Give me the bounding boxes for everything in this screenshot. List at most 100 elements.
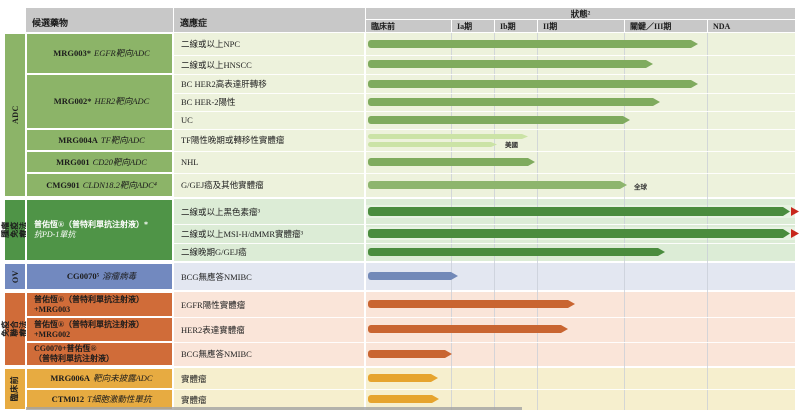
gridline-pivotal bbox=[624, 33, 625, 410]
io-indication-band bbox=[174, 199, 364, 261]
drug-code: 普佑恆®（普特利單抗注射液） bbox=[34, 319, 144, 329]
drug-code: MRG004A bbox=[58, 134, 98, 145]
category-immune-combination: 免疫聯合療法 bbox=[1, 292, 29, 366]
gridline-ia bbox=[451, 33, 452, 410]
drug-desc: EGFR靶向ADC bbox=[94, 48, 150, 59]
adc-indication-band bbox=[174, 33, 364, 197]
drug-pucotenlimab-mrg002: 普佑恆®（普特利單抗注射液） +MRG002 bbox=[26, 317, 173, 342]
drug-code: CG0070⁵ bbox=[66, 271, 100, 282]
drug-desc: （普特利單抗注射液） bbox=[34, 354, 114, 363]
indication-row: BCG無應答NMIBC bbox=[174, 342, 364, 366]
progress-bar-uc bbox=[368, 116, 630, 124]
header-status-label: 狀態² bbox=[570, 8, 591, 19]
indication-row: NHL bbox=[174, 151, 364, 173]
progress-bar-ctm012-solid bbox=[368, 395, 439, 403]
category-label: ADC bbox=[10, 105, 20, 125]
row-separator bbox=[174, 151, 795, 152]
row-separator bbox=[174, 173, 795, 174]
indication-label: 二線或以上HNSCC bbox=[181, 59, 252, 70]
indication-row: 二線或以上黑色素瘤³ bbox=[174, 199, 364, 224]
row-separator bbox=[174, 74, 795, 75]
row-separator bbox=[174, 129, 795, 130]
header-indications-label: 適應症 bbox=[180, 18, 208, 28]
nda-arrow-icon bbox=[791, 229, 799, 238]
drug-desc: 抗PD-1單抗 bbox=[34, 230, 76, 239]
category-label: 免疫聯合療法 bbox=[1, 321, 29, 337]
region-note-global: 全球 bbox=[634, 184, 647, 191]
phase-label: 臨床前 bbox=[371, 21, 395, 31]
indication-label: BC HER-2陽性 bbox=[181, 97, 236, 107]
gridline-nda bbox=[707, 33, 708, 410]
drug-desc: HER2靶向ADC bbox=[94, 96, 150, 107]
progress-bar-hnscc bbox=[368, 60, 653, 68]
progress-bar-nhl bbox=[368, 158, 535, 166]
combo-indication-band bbox=[174, 292, 364, 366]
drug-code: MRG001 bbox=[56, 156, 90, 167]
indication-label: UC bbox=[181, 115, 193, 125]
row-separator bbox=[174, 224, 795, 225]
drug-desc: 溶瘤病毒 bbox=[102, 271, 137, 282]
indication-row: UC bbox=[174, 111, 364, 129]
drug-cg0070: CG0070⁵ 溶瘤病毒 bbox=[26, 263, 173, 290]
phase-col-pivotal-iii: 關鍵／III期 bbox=[625, 20, 707, 32]
cropped-footnote-line bbox=[26, 407, 522, 410]
indication-label: TF陽性晚期或轉移性實體瘤 bbox=[181, 135, 285, 145]
progress-bar-tf-1 bbox=[368, 134, 528, 139]
indication-label: EGFR陽性實體瘤 bbox=[181, 299, 246, 310]
indication-label: 二線晚期G/GEJ癌 bbox=[181, 247, 247, 257]
progress-bar-bc-her2-positive bbox=[368, 98, 660, 106]
drug-code: MRG003* bbox=[53, 48, 92, 59]
indication-row: BC HER-2陽性 bbox=[174, 93, 364, 111]
drug-desc: +MRG003 bbox=[34, 304, 71, 314]
progress-bar-her2-solid bbox=[368, 325, 568, 333]
progress-bar-melanoma bbox=[368, 207, 790, 216]
progress-bar-ggej-other bbox=[368, 181, 627, 189]
progress-bar-msi-h-dmmr bbox=[368, 229, 790, 238]
category-label: 臨床前 bbox=[10, 376, 20, 402]
category-adc: ADC bbox=[4, 33, 26, 197]
row-separator bbox=[174, 243, 795, 244]
indication-row: BC HER2高表達肝轉移 bbox=[174, 74, 364, 93]
category-label: 腫瘤免疫療法 bbox=[1, 222, 29, 238]
category-tumor-immunotherapy: 腫瘤免疫療法 bbox=[1, 199, 29, 261]
phase-col-preclinical: 臨床前 bbox=[366, 20, 451, 32]
drug-pucotenlimab-mrg003: 普佑恆®（普特利單抗注射液） +MRG003 bbox=[26, 292, 173, 317]
progress-bar-ov-nmibc bbox=[368, 272, 458, 280]
phase-col-ii: II期 bbox=[538, 20, 624, 32]
row-separator bbox=[174, 111, 795, 112]
phase-label: II期 bbox=[543, 21, 558, 31]
indication-label: BCG無應答NMIBC bbox=[181, 271, 252, 282]
row-separator bbox=[174, 93, 795, 94]
drug-desc: TF靶向ADC bbox=[100, 134, 145, 145]
indication-row: 實體瘤 bbox=[174, 389, 364, 410]
drug-desc: CD20靶向ADC bbox=[92, 156, 147, 167]
drug-code: 普佑恆®（普特利單抗注射液） bbox=[34, 294, 144, 304]
header-candidates-label: 候選藥物 bbox=[32, 18, 69, 28]
phase-label: NDA bbox=[713, 21, 731, 31]
header-candidates: 候選藥物 bbox=[26, 8, 173, 32]
drug-code: 普佑恆®（普特利單抗注射液）* bbox=[34, 220, 148, 229]
phase-col-ib: Ib期 bbox=[495, 20, 537, 32]
indication-row: HER2表達實體瘤 bbox=[174, 317, 364, 342]
phase-label: Ia期 bbox=[457, 21, 473, 31]
indication-row: 二線或以上MSI-H/dMMR實體瘤³ bbox=[174, 224, 364, 243]
drug-code: MRG006A bbox=[50, 373, 91, 384]
drug-code: MRG002* bbox=[53, 96, 92, 107]
category-label: OV bbox=[10, 270, 20, 283]
indication-label: NHL bbox=[181, 157, 199, 167]
ov-indication-band bbox=[174, 263, 364, 290]
category-ov: OV bbox=[4, 263, 26, 290]
indication-row: G/GEJ癌及其他實體瘤 bbox=[174, 173, 364, 197]
indication-label: BC HER2高表達肝轉移 bbox=[181, 78, 267, 89]
drug-mrg002: MRG002* HER2靶向ADC bbox=[26, 74, 173, 129]
drug-desc: CLDN18.2靶向ADC⁴ bbox=[82, 179, 157, 190]
phase-col-nda: NDA bbox=[708, 20, 795, 32]
drug-desc: T細胞激動性單抗 bbox=[87, 394, 152, 405]
indication-row: EGFR陽性實體瘤 bbox=[174, 292, 364, 317]
drug-desc: +MRG002 bbox=[34, 329, 71, 339]
indication-label: 二線或以上NPC bbox=[181, 39, 241, 49]
row-separator bbox=[174, 317, 795, 318]
indication-label: 二線或以上黑色素瘤³ bbox=[181, 206, 261, 217]
drug-cmg901: CMG901 CLDN18.2靶向ADC⁴ bbox=[26, 173, 173, 197]
progress-bar-npc bbox=[368, 40, 698, 48]
